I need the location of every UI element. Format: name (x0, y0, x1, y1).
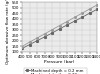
Machined depth = 0.39 mm (74, 17, 75, 18)
Machined depth = 0.2 mm (21, 48, 23, 49)
Line: Machined depth = 0.2 mm: Machined depth = 0.2 mm (21, 9, 98, 49)
Legend: Machined depth = 0.2 mm, Machined depth = 0.39 mm: Machined depth = 0.2 mm, Machined depth … (24, 68, 87, 74)
Machined depth = 0.39 mm (51, 29, 53, 30)
Machined depth = 0.2 mm (74, 21, 75, 22)
Machined depth = 0.2 mm (81, 17, 83, 18)
Y-axis label: Optimum abrasive flow rate (g/min): Optimum abrasive flow rate (g/min) (6, 0, 10, 64)
Line: Machined depth = 0.39 mm: Machined depth = 0.39 mm (21, 4, 98, 47)
Machined depth = 0.39 mm (81, 13, 83, 14)
Machined depth = 0.2 mm (96, 9, 98, 10)
Machined depth = 0.2 mm (51, 33, 53, 34)
X-axis label: Pressure (bar): Pressure (bar) (44, 60, 75, 64)
Machined depth = 0.2 mm (44, 36, 45, 37)
Machined depth = 0.39 mm (29, 42, 30, 43)
Machined depth = 0.2 mm (89, 13, 90, 14)
Machined depth = 0.2 mm (59, 28, 60, 29)
Machined depth = 0.2 mm (29, 44, 30, 45)
Machined depth = 0.39 mm (21, 46, 23, 47)
Machined depth = 0.39 mm (66, 21, 68, 22)
Machined depth = 0.39 mm (59, 25, 60, 26)
Machined depth = 0.2 mm (36, 40, 38, 41)
